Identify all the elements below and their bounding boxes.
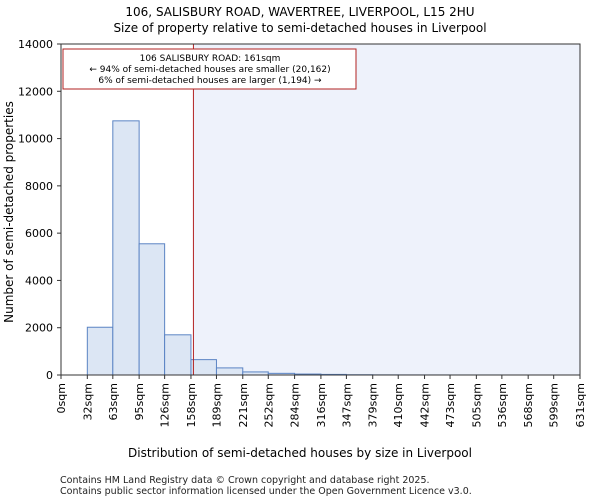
annotation-line3: 6% of semi-detached houses are larger (1…: [98, 76, 322, 86]
x-tick-label: 316sqm: [315, 383, 328, 427]
y-tick-label: 14000: [18, 38, 53, 51]
footer-line1: Contains HM Land Registry data © Crown c…: [60, 475, 430, 486]
x-tick-label: 347sqm: [340, 383, 353, 427]
annotation-line1: 106 SALISBURY ROAD: 161sqm: [140, 54, 281, 64]
bar-95sqm: [138, 243, 166, 376]
y-tick-label: 4000: [25, 274, 53, 287]
x-tick-label: 631sqm: [574, 383, 587, 427]
plot-frame: [60, 43, 581, 376]
y-tick-label: 8000: [25, 180, 53, 193]
x-tick-label: 505sqm: [470, 383, 483, 427]
footer-line2: Contains public sector information licen…: [60, 486, 472, 497]
x-tick-label: 410sqm: [392, 383, 405, 427]
annotation-box: 106 SALISBURY ROAD: 161sqm ← 94% of semi…: [62, 48, 357, 90]
x-tick-label: 189sqm: [210, 383, 223, 427]
y-tick-label: 0: [46, 369, 53, 382]
x-tick-label: 95sqm: [133, 383, 146, 420]
x-axis-label: Distribution of semi-detached houses by …: [128, 446, 472, 460]
x-axis-ticks: 0sqm 32sqm 63sqm 95sqm 126sqm 158sqm 189sqm 221…: [55, 375, 587, 427]
x-tick-label: 126sqm: [159, 383, 172, 427]
x-tick-label: 63sqm: [107, 383, 120, 420]
x-tick-label: 536sqm: [496, 383, 509, 427]
bar-126sqm: [164, 334, 192, 376]
chart-title: 106, SALISBURY ROAD, WAVERTREE, LIVERPOO…: [125, 5, 474, 19]
bar-158sqm: [190, 359, 217, 376]
x-tick-label: 379sqm: [367, 383, 380, 427]
x-tick-label: 284sqm: [289, 383, 302, 427]
histogram-bars: [86, 120, 503, 376]
x-tick-label: 442sqm: [419, 383, 432, 427]
y-tick-label: 10000: [18, 133, 53, 146]
x-tick-label: 473sqm: [444, 383, 457, 427]
larger-region-highlight: [193, 44, 580, 375]
annotation-line2: ← 94% of semi-detached houses are smalle…: [89, 65, 330, 75]
x-tick-label: 158sqm: [185, 383, 198, 427]
y-tick-label: 6000: [25, 227, 53, 240]
x-tick-label: 0sqm: [55, 383, 68, 413]
bar-63sqm: [112, 120, 140, 376]
chart-subtitle: Size of property relative to semi-detach…: [113, 21, 486, 35]
y-axis-ticks: 0 2000 4000 6000 8000 10000 12000 14000: [18, 38, 61, 382]
y-tick-label: 12000: [18, 85, 53, 98]
x-tick-label: 252sqm: [262, 383, 275, 427]
y-axis-label: Number of semi-detached properties: [2, 101, 16, 323]
x-tick-label: 599sqm: [548, 383, 561, 427]
x-tick-label: 32sqm: [81, 383, 94, 420]
bar-32sqm: [86, 326, 114, 376]
bar-189sqm: [215, 367, 244, 376]
x-tick-label: 568sqm: [522, 383, 535, 427]
y-tick-label: 2000: [25, 322, 53, 335]
x-tick-label: 221sqm: [237, 383, 250, 427]
annotation-border: [62, 48, 357, 90]
